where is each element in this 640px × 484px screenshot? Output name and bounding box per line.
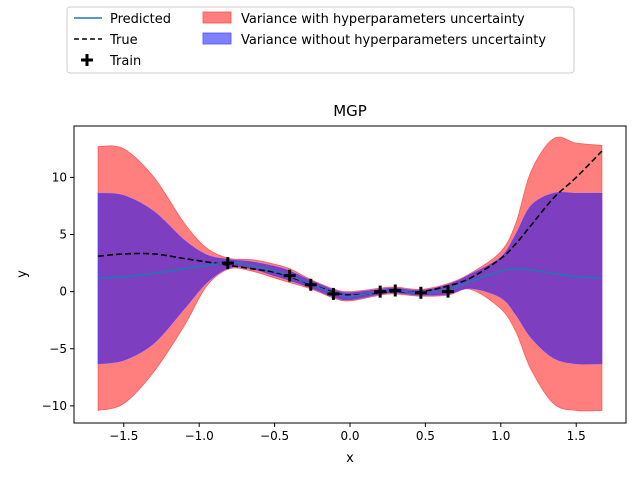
y-axis-ticks: −10 −5 0 5 10: [42, 170, 74, 413]
chart-title: MGP: [333, 102, 367, 120]
legend-variance-with-label: Variance with hyperparameters uncertaint…: [241, 12, 525, 27]
train-point: [374, 285, 387, 298]
train-point: [221, 257, 234, 270]
x-tick-label: 1.5: [567, 429, 586, 443]
y-tick-label: 10: [52, 170, 67, 184]
plot-area: [73, 125, 627, 424]
x-tick-label: 0.0: [340, 429, 359, 443]
y-axis-label: y: [15, 270, 30, 278]
x-tick-label: −1.5: [109, 429, 138, 443]
train-points: [221, 257, 455, 300]
y-tick-label: −10: [42, 399, 67, 413]
x-tick-label: 1.0: [491, 429, 510, 443]
y-tick-label: 0: [59, 285, 67, 299]
legend: Predicted True Train Variance with hyper…: [66, 6, 575, 74]
train-point: [304, 278, 317, 291]
legend-frame: [66, 6, 575, 74]
predicted-line: [98, 262, 602, 298]
legend-true-label: True: [109, 33, 138, 48]
train-point: [327, 287, 340, 300]
legend-predicted-label: Predicted: [110, 12, 171, 27]
variance-without-band: [97, 192, 603, 365]
x-tick-label: 0.5: [416, 429, 435, 443]
x-tick-label: −1.0: [185, 429, 214, 443]
y-tick-label: −5: [49, 342, 67, 356]
true-line: [98, 150, 603, 296]
legend-variance-without-swatch: [202, 32, 232, 45]
x-axis-ticks: −1.5 −1.0 −0.5 0.0 0.5 1.0 1.5: [109, 423, 586, 443]
legend-train-label: Train: [109, 54, 141, 69]
legend-variance-without-label: Variance without hyperparameters uncerta…: [241, 33, 546, 48]
y-tick-label: 5: [59, 228, 67, 242]
train-point: [283, 269, 296, 282]
legend-train-swatch: [81, 54, 93, 66]
train-point: [442, 285, 455, 298]
train-point: [414, 286, 427, 299]
x-tick-label: −0.5: [260, 429, 289, 443]
x-axis-label: x: [346, 451, 354, 466]
train-point: [389, 284, 402, 297]
legend-variance-with-swatch: [202, 11, 232, 24]
